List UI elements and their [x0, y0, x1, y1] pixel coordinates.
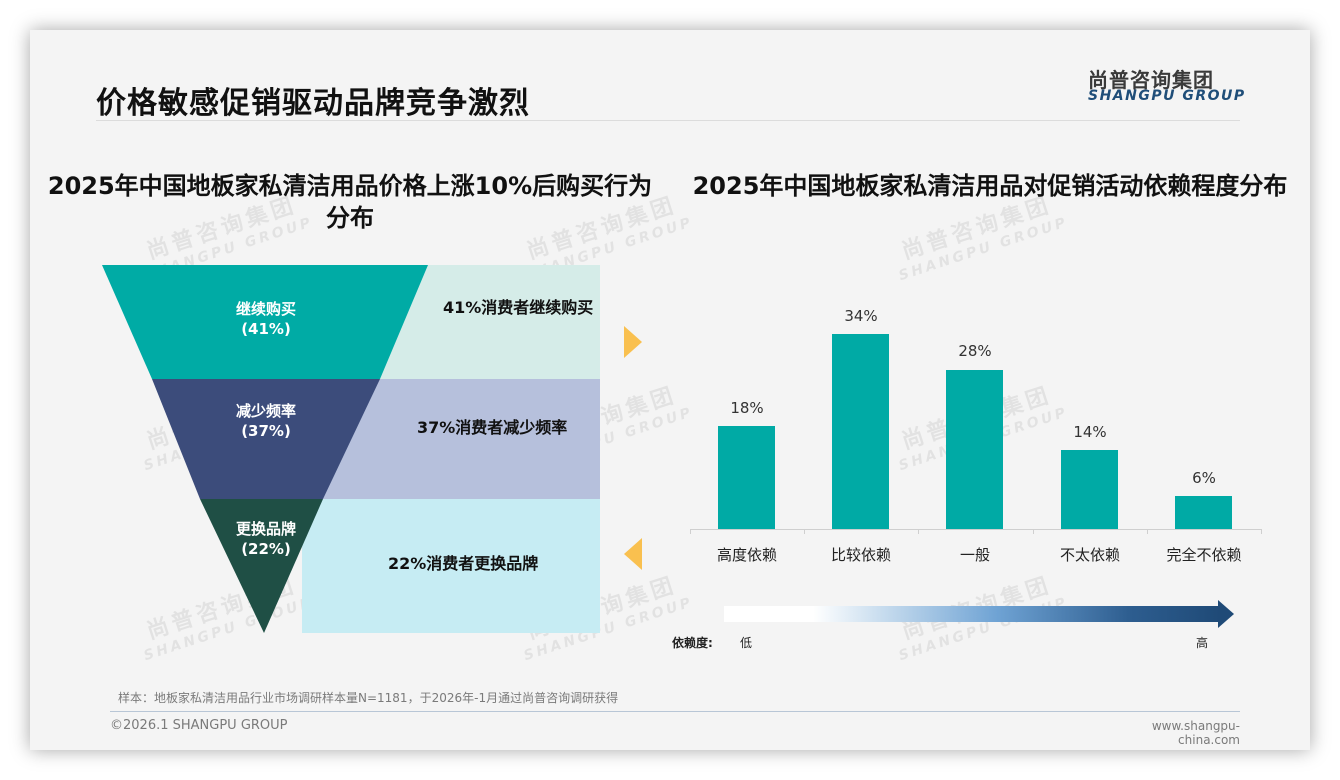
axis-tick — [918, 529, 919, 534]
logo-en: SHANGPU GROUP — [1088, 88, 1246, 104]
arrow-right-icon — [624, 326, 642, 358]
dependency-gradient-bar — [724, 606, 1220, 622]
logo-cn: 尚普咨询集团 — [1088, 68, 1214, 92]
bar-category: 高度依赖 — [716, 546, 777, 564]
bar-low — [1061, 450, 1118, 529]
arrow-left-icon — [624, 538, 642, 570]
bar-fairly — [832, 334, 889, 529]
bar-none — [1175, 496, 1232, 529]
funnel-desc-reduce: 37%消费者减少频率 — [417, 418, 568, 437]
axis-tick — [1261, 529, 1262, 534]
axis-tick — [690, 529, 691, 534]
bar-category: 一般 — [959, 546, 990, 564]
funnel-segment-switch: 更换品牌 (22%) — [235, 520, 296, 558]
bar-chart: 18% 高度依赖 34% 比较依赖 28% 一般 14% 不太依赖 6% 完全不… — [690, 290, 1262, 564]
funnel-desc-switch: 22%消费者更换品牌 — [388, 554, 539, 573]
bar-neutral — [946, 370, 1003, 529]
sample-note: 样本：地板家私清洁用品行业市场调研样本量N=1181，于2026年-1月通过尚普… — [118, 691, 619, 705]
funnel-chart: 继续购买 (41%) 减少频率 (37%) 更换品牌 (22%) 41%消费者继续购买… — [102, 265, 602, 635]
arrow-head-icon — [1218, 600, 1234, 628]
bar-high — [718, 426, 775, 529]
funnel-band-switch — [302, 499, 600, 633]
right-chart-title: 2025年中国地板家私清洁用品对促销活动依赖程度分布 — [692, 172, 1288, 200]
page-title: 价格敏感促销驱动品牌竞争激烈 — [96, 86, 530, 121]
axis-tick — [1147, 529, 1148, 534]
bar-value: 14% — [1073, 423, 1107, 441]
funnel-segment-continue: 继续购买 (41%) — [235, 300, 296, 338]
axis-tick — [1033, 529, 1034, 534]
bar-category: 比较依赖 — [830, 546, 891, 564]
funnel-desc-continue: 41%消费者继续购买 — [443, 298, 594, 317]
bar-value: 18% — [730, 399, 764, 417]
title-divider — [96, 120, 1240, 121]
dependency-label: 依赖度: — [672, 636, 713, 650]
copyright: ©2026.1 SHANGPU GROUP — [110, 718, 288, 733]
x-axis — [690, 529, 1262, 530]
funnel-segment-reduce: 减少频率 (37%) — [235, 402, 296, 440]
bar-value: 6% — [1192, 469, 1216, 487]
slide: 价格敏感促销驱动品牌竞争激烈 尚普咨询集团 SHANGPU GROUP 尚普咨询… — [30, 30, 1310, 750]
bar-category: 完全不依赖 — [1166, 546, 1242, 564]
bar-value: 28% — [958, 342, 992, 360]
bar-value: 34% — [844, 307, 878, 325]
website-link[interactable]: www.shangpu-china.com — [1151, 719, 1240, 747]
dependency-low: 低 — [740, 636, 753, 650]
bar-category: 不太依赖 — [1059, 546, 1120, 564]
left-chart-title: 2025年中国地板家私清洁用品价格上涨10%后购买行为分布 — [47, 172, 653, 232]
axis-tick — [804, 529, 805, 534]
funnel-shape — [102, 265, 428, 633]
dependency-high: 高 — [1196, 636, 1209, 650]
footer-divider — [110, 711, 1240, 712]
